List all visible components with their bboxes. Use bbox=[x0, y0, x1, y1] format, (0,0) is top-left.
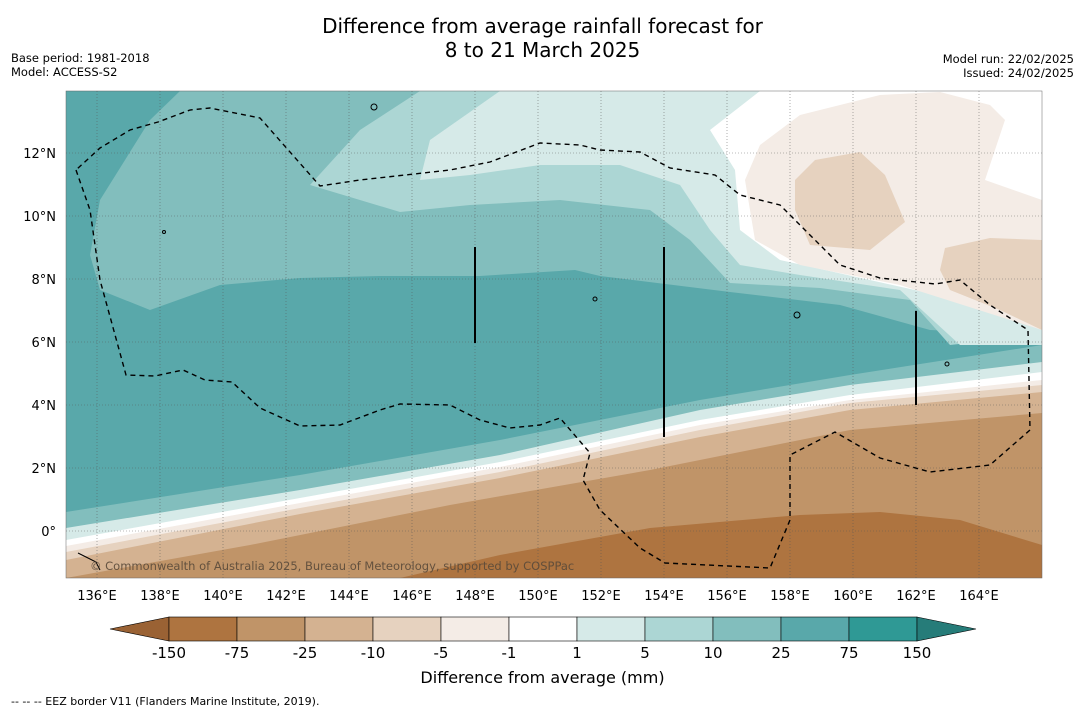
colorbar-segment bbox=[712, 616, 782, 642]
colorbar-tick-label: -5 bbox=[434, 644, 449, 662]
colorbar-tick-label: -150 bbox=[152, 644, 186, 662]
model-text: Model: ACCESS-S2 bbox=[11, 65, 118, 79]
rainfall-map: © Commonwealth of Australia 2025, Bureau… bbox=[66, 91, 1042, 578]
band-dry-patch-2 bbox=[940, 238, 1042, 330]
model-run-text: Model run: 22/02/2025 bbox=[942, 52, 1074, 66]
lon-tick-label: 154°E bbox=[644, 589, 684, 604]
colorbar-tick-label: 5 bbox=[640, 644, 650, 662]
graticule bbox=[66, 91, 1042, 578]
lon-tick-label: 164°E bbox=[959, 589, 999, 604]
lon-tick-label: 148°E bbox=[455, 589, 495, 604]
colorbar-segment bbox=[168, 616, 238, 642]
lat-tick-label: 4°N bbox=[32, 399, 57, 414]
colorbar-segment bbox=[508, 616, 578, 642]
lat-tick-labels: 12°N 10°N 8°N 6°N 4°N 2°N 0° bbox=[23, 147, 56, 540]
lon-tick-labels: 136°E 138°E 140°E 142°E 144°E 146°E 148°… bbox=[77, 589, 999, 604]
colorbar: -150 -75 -25 -10 -5 -1 1 5 10 25 75 150 bbox=[109, 616, 977, 662]
colorbar-segment bbox=[576, 616, 646, 642]
islands bbox=[77, 103, 950, 571]
colorbar-segment bbox=[372, 616, 442, 642]
colorbar-tick-label: -1 bbox=[502, 644, 517, 662]
lon-tick-label: 150°E bbox=[518, 589, 558, 604]
colorbar-tick-label: 10 bbox=[703, 644, 722, 662]
base-period-text: Base period: 1981-2018 bbox=[11, 51, 150, 65]
lat-tick-label: 0° bbox=[41, 525, 56, 540]
boundary-lines bbox=[474, 247, 917, 437]
lat-tick-label: 12°N bbox=[23, 147, 56, 162]
lat-tick-label: 6°N bbox=[32, 336, 57, 351]
colorbar-segment bbox=[848, 616, 918, 642]
colorbar-segment bbox=[644, 616, 714, 642]
title-line-1: Difference from average rainfall forecas… bbox=[322, 14, 763, 38]
lon-tick-label: 140°E bbox=[203, 589, 243, 604]
issued-text: Issued: 24/02/2025 bbox=[963, 66, 1074, 80]
colorbar-segment bbox=[236, 616, 306, 642]
colorbar-tick-label: -25 bbox=[293, 644, 318, 662]
lat-tick-label: 10°N bbox=[23, 210, 56, 225]
lon-tick-label: 146°E bbox=[392, 589, 432, 604]
colorbar-segment bbox=[304, 616, 374, 642]
title-line-2: 8 to 21 March 2025 bbox=[444, 38, 641, 62]
map-frame bbox=[65, 90, 1043, 579]
map-title: Difference from average rainfall forecas… bbox=[0, 14, 1085, 62]
colorbar-segment bbox=[780, 616, 850, 642]
lon-tick-label: 156°E bbox=[707, 589, 747, 604]
band-dry-patch-1 bbox=[795, 152, 905, 250]
colorbar-tick-label: -75 bbox=[225, 644, 250, 662]
eez-borders bbox=[75, 107, 1031, 569]
lon-tick-label: 136°E bbox=[77, 589, 117, 604]
colorbar-tick-label: 150 bbox=[903, 644, 932, 662]
lon-tick-label: 160°E bbox=[833, 589, 873, 604]
lon-tick-label: 152°E bbox=[581, 589, 621, 604]
colorbar-tick-label: 1 bbox=[572, 644, 582, 662]
footer-note: -- -- -- EEZ border V11 (Flanders Marine… bbox=[11, 695, 320, 708]
copyright-text: © Commonwealth of Australia 2025, Bureau… bbox=[90, 559, 574, 573]
colorbar-segments bbox=[168, 616, 918, 642]
colorbar-tick-label: -10 bbox=[361, 644, 386, 662]
colorbar-tick-label: 75 bbox=[839, 644, 858, 662]
band-south-dry-5 bbox=[400, 512, 1042, 578]
lon-tick-label: 144°E bbox=[329, 589, 369, 604]
lon-tick-label: 158°E bbox=[770, 589, 810, 604]
colorbar-tick-labels: -150 -75 -25 -10 -5 -1 1 5 10 25 75 150 bbox=[152, 644, 931, 662]
lon-tick-label: 142°E bbox=[266, 589, 306, 604]
lat-tick-label: 2°N bbox=[32, 462, 57, 477]
colorbar-title: Difference from average (mm) bbox=[420, 668, 665, 687]
lon-tick-label: 138°E bbox=[140, 589, 180, 604]
colorbar-extend-low bbox=[109, 616, 170, 642]
colorbar-segment bbox=[440, 616, 510, 642]
meta-right: Model run: 22/02/2025 Issued: 24/02/2025 bbox=[943, 52, 1074, 80]
lat-tick-label: 8°N bbox=[32, 273, 57, 288]
colorbar-extend-high bbox=[916, 616, 977, 642]
colorbar-tick-label: 25 bbox=[771, 644, 790, 662]
lon-tick-label: 162°E bbox=[896, 589, 936, 604]
meta-left: Base period: 1981-2018 Model: ACCESS-S2 bbox=[11, 51, 150, 79]
